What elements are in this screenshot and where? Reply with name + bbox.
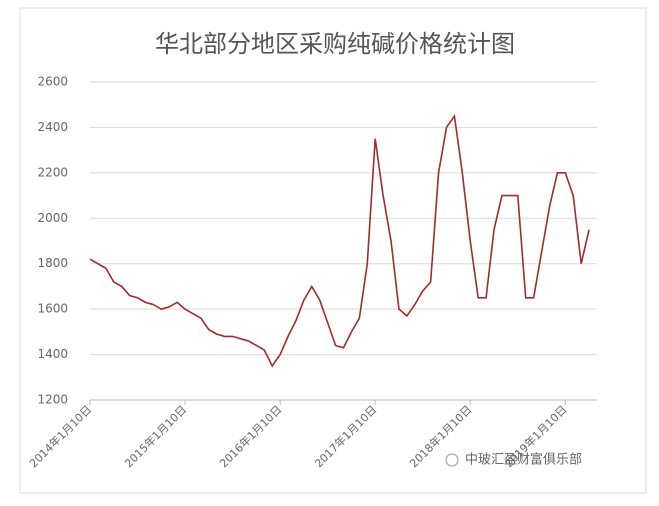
chart-title: 华北部分地区采购纯碱价格统计图	[155, 30, 515, 58]
y-tick-label: 1200	[37, 393, 68, 407]
y-tick-label: 1400	[37, 347, 68, 361]
watermark: 中玻汇盈财富俱乐部	[445, 452, 582, 468]
watermark-text: 中玻汇盈财富俱乐部	[465, 452, 582, 468]
y-tick-label: 2000	[37, 211, 68, 225]
y-tick-label: 1600	[37, 302, 68, 316]
y-tick-label: 2600	[37, 75, 68, 89]
price-line	[89, 113, 590, 368]
y-tick-label: 2400	[37, 120, 68, 134]
y-tick-label: 2200	[37, 165, 68, 179]
watermark-icon	[445, 453, 459, 467]
y-tick-label: 1800	[37, 256, 68, 270]
